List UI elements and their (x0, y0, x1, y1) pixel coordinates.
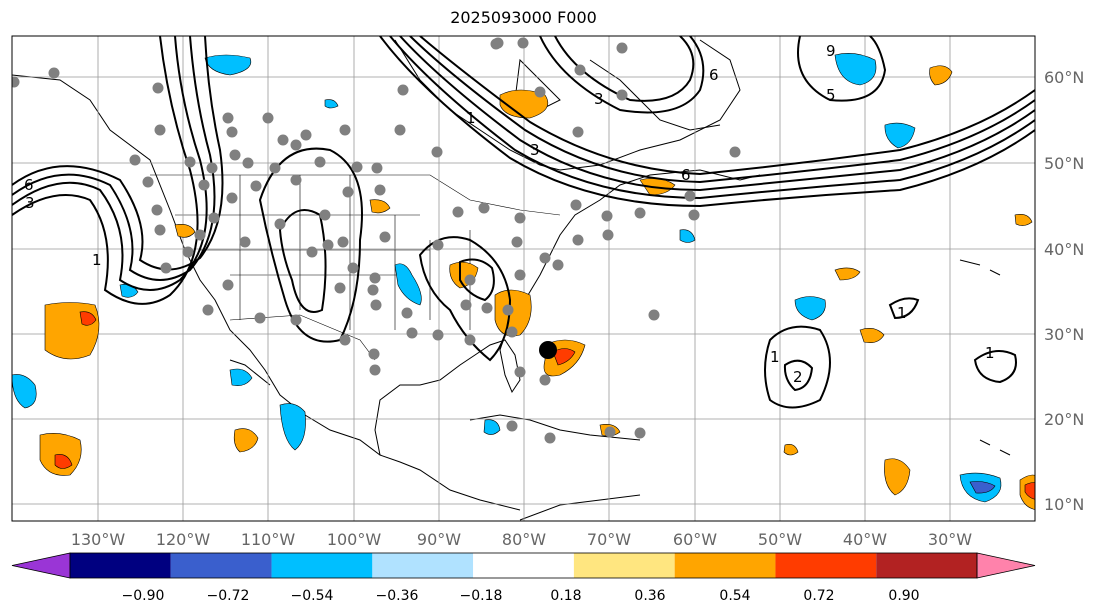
colorbar-tick-label: 0.90 (888, 588, 919, 604)
colorbar-segment (573, 553, 675, 578)
colorbar-tick-label: −0.18 (460, 588, 503, 604)
colorbar-segment (876, 553, 977, 578)
contour-label: 1 (985, 344, 995, 362)
latitude-labels: 60°N 50°N 40°N 30°N 20°N 10°N (1044, 68, 1084, 514)
contour-label: 9 (826, 42, 836, 60)
station-dots (12, 37, 741, 444)
colorbar-tick-label: 0.72 (803, 588, 834, 604)
lat-label: 30°N (1044, 325, 1084, 344)
colorbar-segment (170, 553, 272, 578)
colorbar (11, 552, 1036, 579)
lon-label: 130°W (71, 530, 126, 549)
lon-label: 100°W (327, 530, 382, 549)
lat-label: 50°N (1044, 154, 1084, 173)
colorbar-tick-label: 0.18 (550, 588, 581, 604)
lon-label: 40°W (843, 530, 887, 549)
contour-label: 3 (530, 141, 540, 159)
contour-label: 3 (25, 194, 35, 212)
colorbar-tick-labels: −0.90 −0.72 −0.54 −0.36 −0.18 0.18 0.36 … (122, 588, 920, 604)
contour-lines (12, 36, 1035, 409)
contour-label-group: 6 3 1 6 3 1 9 6 3 1 2 1 1 5 (24, 42, 995, 386)
contour-label: 3 (594, 90, 604, 108)
colorbar-segment (976, 552, 1036, 579)
colorbar-segment (70, 553, 171, 578)
colorbar-tick-label: 0.36 (634, 588, 665, 604)
colorbar-segment (674, 553, 776, 578)
lon-label: 30°W (928, 530, 972, 549)
contour-label: 6 (24, 176, 34, 194)
shaded-anomalies (12, 53, 1035, 510)
storm-center-marker (539, 341, 557, 359)
contour-label: 1 (770, 348, 780, 366)
colorbar-tick-label: −0.54 (291, 588, 334, 604)
map-title: 2025093000 F000 (450, 8, 597, 27)
contour-label: 6 (709, 66, 719, 84)
lon-label: 50°W (758, 530, 802, 549)
longitude-labels: 130°W 120°W 110°W 100°W 90°W 80°W 70°W 6… (71, 530, 972, 549)
contour-label: 1 (466, 109, 476, 127)
lon-label: 90°W (417, 530, 461, 549)
contour-label: 1 (92, 251, 102, 269)
coastlines (12, 39, 1011, 521)
lat-label: 60°N (1044, 68, 1084, 87)
contour-label: 1 (897, 304, 907, 322)
map-frame (11, 35, 1036, 522)
colorbar-tick-label: 0.54 (719, 588, 750, 604)
contour-label: 2 (793, 368, 803, 386)
lon-label: 60°W (673, 530, 717, 549)
colorbar-segment (473, 553, 574, 578)
colorbar-segment (11, 552, 71, 579)
lon-label: 110°W (241, 530, 296, 549)
lon-label: 120°W (156, 530, 211, 549)
colorbar-frame (69, 552, 978, 579)
map-area: 6 3 1 6 3 1 9 6 3 1 2 1 1 5 (12, 36, 1035, 521)
lat-label: 10°N (1044, 495, 1084, 514)
lat-label: 20°N (1044, 410, 1084, 429)
lon-label: 70°W (587, 530, 631, 549)
colorbar-segment (775, 553, 877, 578)
lat-label: 40°N (1044, 240, 1084, 259)
lon-label: 80°W (502, 530, 546, 549)
colorbar-tick-label: −0.72 (207, 588, 250, 604)
colorbar-tick-label: −0.36 (376, 588, 419, 604)
contour-label: 6 (681, 166, 691, 184)
colorbar-segment (271, 553, 373, 578)
colorbar-segment (372, 553, 474, 578)
contour-label: 5 (826, 86, 836, 104)
colorbar-tick-label: −0.90 (122, 588, 165, 604)
